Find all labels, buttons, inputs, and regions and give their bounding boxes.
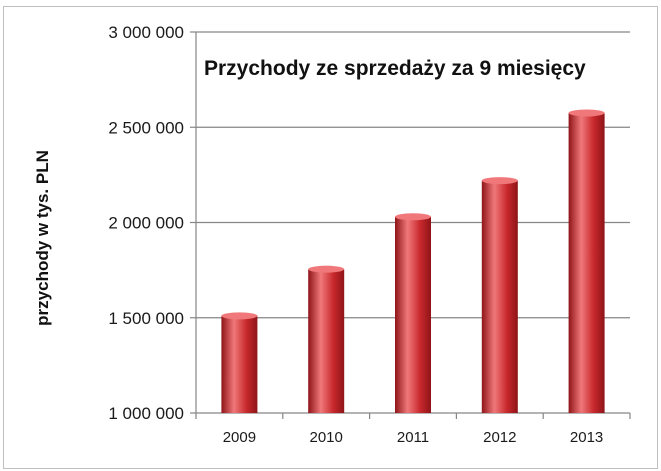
x-tick-label: 2009 — [223, 429, 256, 446]
x-tick-label: 2013 — [570, 429, 603, 446]
bars — [221, 109, 605, 414]
axis-labels: 1 000 000 1 500 000 2 000 000 2 500 000 3 00… — [108, 23, 603, 446]
chart-title: Przychody ze sprzedaży za 9 miesięcy — [204, 57, 586, 80]
y-tick-label: 2 500 000 — [108, 118, 184, 137]
x-tick-label: 2012 — [483, 429, 516, 446]
bar-cap-2010 — [308, 265, 345, 273]
y-tick-label: 1 500 000 — [108, 309, 184, 328]
bar-2013 — [568, 112, 605, 414]
x-tick-label: 2010 — [310, 429, 343, 446]
bar-cap-2009 — [221, 312, 258, 320]
x-tick-label: 2011 — [397, 429, 429, 446]
y-tick-label: 2 000 000 — [108, 214, 184, 233]
bar-cap-2011 — [395, 213, 431, 221]
y-axis-title: przychody w tys. PLN — [33, 150, 52, 326]
bar-2009 — [221, 315, 258, 413]
y-tick-label: 1 000 000 — [108, 404, 184, 423]
bar-2010 — [308, 269, 345, 413]
bar-cap-2012 — [481, 177, 518, 185]
bar-2012 — [481, 180, 518, 413]
bar-cap-2013 — [568, 109, 605, 117]
y-tick-label: 3 000 000 — [108, 23, 184, 42]
bar-2011 — [395, 216, 431, 413]
